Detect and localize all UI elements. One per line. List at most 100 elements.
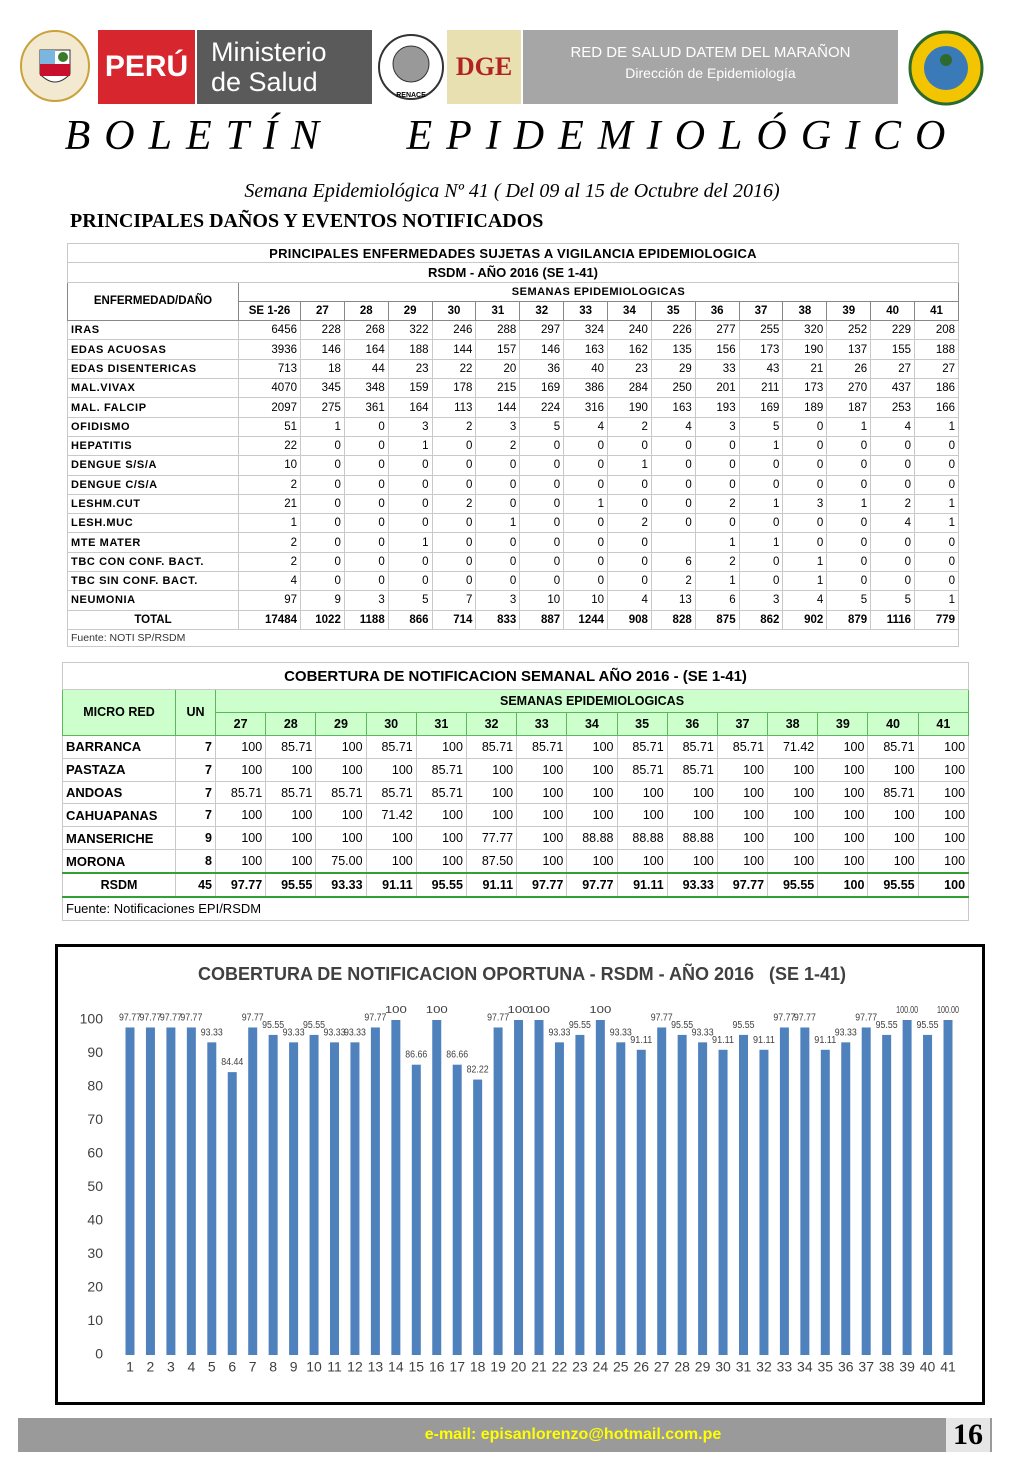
bar <box>432 1020 442 1355</box>
cell: 88.88 <box>616 826 668 851</box>
cell: 1 <box>475 513 521 534</box>
x-tick-label: 4 <box>187 1359 195 1375</box>
cell: 0 <box>826 571 872 592</box>
cell: 7 <box>431 590 477 611</box>
cell: 2 <box>650 571 696 592</box>
cell: 100 <box>214 734 267 759</box>
cell: 173 <box>738 339 784 360</box>
cell: 0 <box>387 455 433 476</box>
cell: 100 <box>666 803 718 828</box>
cell: 0 <box>519 455 565 476</box>
cell: 0 <box>563 532 609 553</box>
table-row: BARRANCA 7 100 85.71 100 85.71 100 85.71 85.71 10… <box>62 734 970 759</box>
row-name: PASTAZA <box>62 757 176 782</box>
cell: 155 <box>870 339 916 360</box>
cell: 100 <box>817 734 869 759</box>
bulletin-title: BOLETÍN EPIDEMIOLÓGICO <box>64 113 960 159</box>
cell: 85.71 <box>666 734 718 759</box>
cell: 0 <box>431 532 477 553</box>
cell: 361 <box>343 397 389 418</box>
row-un: 9 <box>175 826 216 851</box>
cell <box>650 532 696 553</box>
cell: 2097 <box>238 397 301 418</box>
column-header: 28 <box>343 300 389 322</box>
cell: 0 <box>563 455 609 476</box>
bar <box>677 1034 687 1355</box>
cell: 0 <box>738 551 784 573</box>
bar <box>902 1020 912 1355</box>
row-name: NEUMONIA <box>67 590 239 611</box>
value-label: 93.33 <box>283 1027 305 1038</box>
column-header: 35 <box>650 300 696 322</box>
cell: 1 <box>826 416 872 437</box>
cell: 320 <box>782 320 828 341</box>
cell: 5 <box>870 590 916 611</box>
cell: 100 <box>817 803 869 828</box>
value-label: 86.66 <box>446 1050 468 1061</box>
cell: 144 <box>431 339 477 360</box>
bar <box>514 1020 524 1355</box>
cell: 0 <box>475 455 521 476</box>
cell: 0 <box>300 551 345 573</box>
cell: 0 <box>343 532 389 553</box>
cell: 85.71 <box>616 757 668 782</box>
cell: 250 <box>650 378 696 399</box>
cell: 88.88 <box>566 826 618 851</box>
cell: 97.77 <box>516 872 568 899</box>
cell: 100 <box>265 849 317 874</box>
cell: 36 <box>519 358 565 380</box>
cell: 100 <box>917 826 970 851</box>
cell: 0 <box>870 532 916 553</box>
cell: 100 <box>516 803 568 828</box>
cell: 270 <box>826 378 872 399</box>
table-row: MORONA 8 100 100 75.00 100 100 87.50 100 100 100 10… <box>62 849 970 874</box>
cell: 0 <box>870 455 916 476</box>
row-name: MANSERICHE <box>62 826 176 851</box>
cell: 1 <box>914 493 960 515</box>
table-row: PASTAZA 7 100 100 100 100 85.71 100 100 100 85.71 8… <box>62 757 970 782</box>
column-header: 29 <box>387 300 433 322</box>
column-header: 27 <box>214 711 267 736</box>
cell: 0 <box>300 493 345 515</box>
row-name: MAL.VIVAX <box>67 378 239 399</box>
cell: 1 <box>238 513 301 534</box>
cell: 100 <box>716 757 769 782</box>
cell: 85.71 <box>516 734 568 759</box>
cell: 3 <box>694 416 740 437</box>
cell: 146 <box>519 339 565 360</box>
cell: 163 <box>563 339 609 360</box>
cell: 23 <box>387 358 433 380</box>
cell: 2 <box>431 416 477 437</box>
column-header: 33 <box>516 711 568 736</box>
cell: 17484 <box>238 609 301 630</box>
cell: 85.71 <box>415 757 467 782</box>
column-header: 30 <box>431 300 477 322</box>
cell: 0 <box>300 435 345 457</box>
cell: 0 <box>563 513 609 534</box>
x-tick-label: 13 <box>368 1359 384 1375</box>
column-header: 34 <box>566 711 618 736</box>
renace-text: RENACE <box>396 92 426 99</box>
cell: 1244 <box>563 609 609 630</box>
table-row: MTE MATER 2 0 0 1 0 0 0 0 0 1 1 0 0 0 0 <box>67 532 960 553</box>
table-subtitle: RSDM - AÑO 2016 (SE 1-41) <box>66 262 960 283</box>
column-header: 39 <box>826 300 872 322</box>
cell: 10 <box>238 455 301 476</box>
cell: 100 <box>817 826 869 851</box>
cell: 1 <box>738 532 784 553</box>
y-tick-label: 90 <box>87 1044 103 1060</box>
row-name: MTE MATER <box>67 532 239 553</box>
bar <box>759 1049 769 1355</box>
value-label: 97.77 <box>773 1012 795 1023</box>
table-row: TBC CON CONF. BACT. 2 0 0 0 0 0 0 0 0 6 2 0 1 0 0 0 <box>67 551 960 573</box>
cell: 879 <box>826 609 872 630</box>
x-tick-label: 5 <box>208 1359 216 1375</box>
cell: 275 <box>300 397 345 418</box>
cell: 91.11 <box>616 872 668 899</box>
cell: 0 <box>300 455 345 476</box>
cell: 1116 <box>870 609 916 630</box>
x-tick-label: 9 <box>290 1359 298 1375</box>
bar <box>820 1049 830 1355</box>
x-tick-label: 19 <box>490 1359 506 1375</box>
cell: 164 <box>387 397 433 418</box>
